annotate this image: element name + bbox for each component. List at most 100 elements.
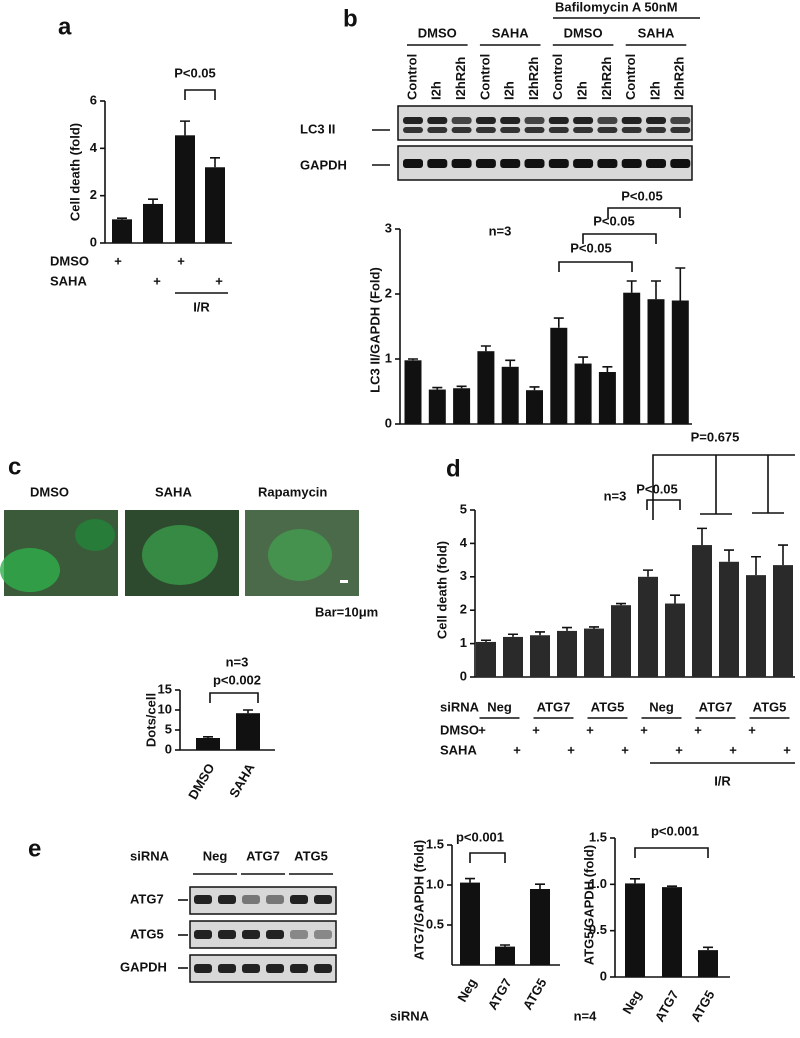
bar: [428, 389, 446, 424]
group-label: Neg: [203, 848, 228, 863]
y-tick-label: 0: [385, 415, 392, 430]
bar: [638, 576, 658, 677]
y-tick-label: 5: [460, 501, 467, 516]
band: [646, 127, 666, 133]
bar: [404, 360, 422, 424]
bracket: [634, 847, 709, 858]
y-tick-label: 6: [90, 92, 97, 107]
error-bar: [529, 386, 540, 391]
error-bar: [505, 359, 516, 367]
error-bar: [778, 544, 788, 566]
row-mark: +: [586, 722, 594, 737]
row-mark: +: [748, 722, 756, 737]
annotation: p<0.001: [651, 823, 699, 838]
error-bar: [589, 626, 599, 629]
annotation: p<0.001: [456, 829, 504, 844]
band: [290, 964, 308, 973]
y-tick-label: 1.5: [426, 836, 444, 851]
error-bar: [432, 386, 443, 390]
error-bar: [602, 366, 613, 372]
bar: [196, 738, 220, 750]
band: [573, 117, 594, 124]
y-tick-label: 0: [600, 968, 607, 983]
y-tick-label: 5: [165, 721, 172, 736]
group-label: ATG5: [753, 699, 787, 714]
image-label: Rapamycin: [258, 484, 327, 499]
band: [548, 117, 569, 124]
y-axis-label: LC3 II/GAPDH (Fold): [367, 267, 382, 393]
band: [524, 117, 545, 124]
error-bar: [203, 736, 213, 738]
lane-label: I2h: [647, 81, 662, 100]
band: [427, 159, 448, 168]
bar: [143, 203, 163, 243]
annotation: P<0.05: [174, 65, 216, 80]
y-tick-label: 1: [460, 635, 467, 650]
blot-header: Bafilomycin A 50nM: [555, 0, 678, 14]
annotation: P<0.05: [570, 240, 612, 255]
scale-label: Bar=10μm: [315, 604, 378, 619]
lane-label: I2hR2h: [672, 57, 687, 100]
error-bar: [651, 280, 661, 300]
error-bar: [210, 157, 220, 168]
bar: [477, 351, 495, 424]
error-bar: [703, 946, 713, 951]
y-axis-label: Cell death (fold): [67, 123, 82, 221]
band: [451, 159, 472, 168]
bar: [175, 135, 195, 243]
y-tick-label: 2: [385, 285, 392, 300]
error-bar: [751, 555, 761, 576]
band: [621, 127, 642, 133]
bar: [495, 946, 515, 965]
group-label: DMSO: [564, 25, 603, 40]
row-mark: +: [621, 742, 629, 757]
y-axis-label: ATG7/GAPDH (fold): [411, 840, 426, 960]
micrographs: [0, 510, 359, 596]
error-bar: [408, 358, 418, 361]
band: [670, 159, 691, 168]
band: [500, 159, 521, 168]
lane-label: Control: [623, 54, 638, 100]
bar: [698, 950, 718, 977]
error-bar: [480, 345, 491, 352]
y-tick-label: 10: [158, 701, 172, 716]
lane-label: I2h: [429, 81, 444, 100]
lane-label: I2hR2h: [526, 57, 541, 100]
row-mark: +: [783, 742, 791, 757]
y-tick-label: 1.0: [426, 876, 444, 891]
group-label: ATG7: [537, 699, 571, 714]
error-bar: [500, 944, 510, 947]
band: [266, 895, 284, 904]
bar: [598, 372, 616, 424]
annotation: P<0.05: [593, 213, 635, 228]
error-bar: [670, 594, 680, 604]
y-tick-label: 2: [460, 602, 467, 617]
y-axis-label: Dots/cell: [143, 693, 158, 747]
band: [524, 127, 545, 133]
row-mark: +: [153, 273, 161, 288]
band: [194, 964, 212, 973]
bracket: [652, 454, 795, 520]
bar: [719, 561, 739, 677]
span-label: I/R: [714, 773, 731, 788]
bracket: [607, 207, 681, 218]
band: [427, 117, 448, 124]
band-label: ATG5: [130, 926, 164, 941]
band: [194, 930, 212, 939]
row-mark: +: [567, 742, 575, 757]
x-tick-label: DMSO: [185, 761, 217, 802]
bar: [665, 603, 685, 677]
band-label: ATG7: [130, 891, 164, 906]
y-tick-label: 0: [165, 741, 172, 756]
y-tick-label: 4: [460, 535, 468, 550]
error-bar: [697, 527, 707, 546]
bar: [671, 300, 689, 424]
band: [290, 930, 308, 939]
band-label: LC3 II: [300, 121, 335, 136]
bracket: [582, 233, 657, 244]
group-label: SAHA: [492, 25, 529, 40]
image-label: DMSO: [30, 484, 69, 499]
group-label: ATG5: [294, 848, 328, 863]
bracket: [469, 852, 506, 863]
y-tick-label: 1.0: [589, 876, 607, 891]
